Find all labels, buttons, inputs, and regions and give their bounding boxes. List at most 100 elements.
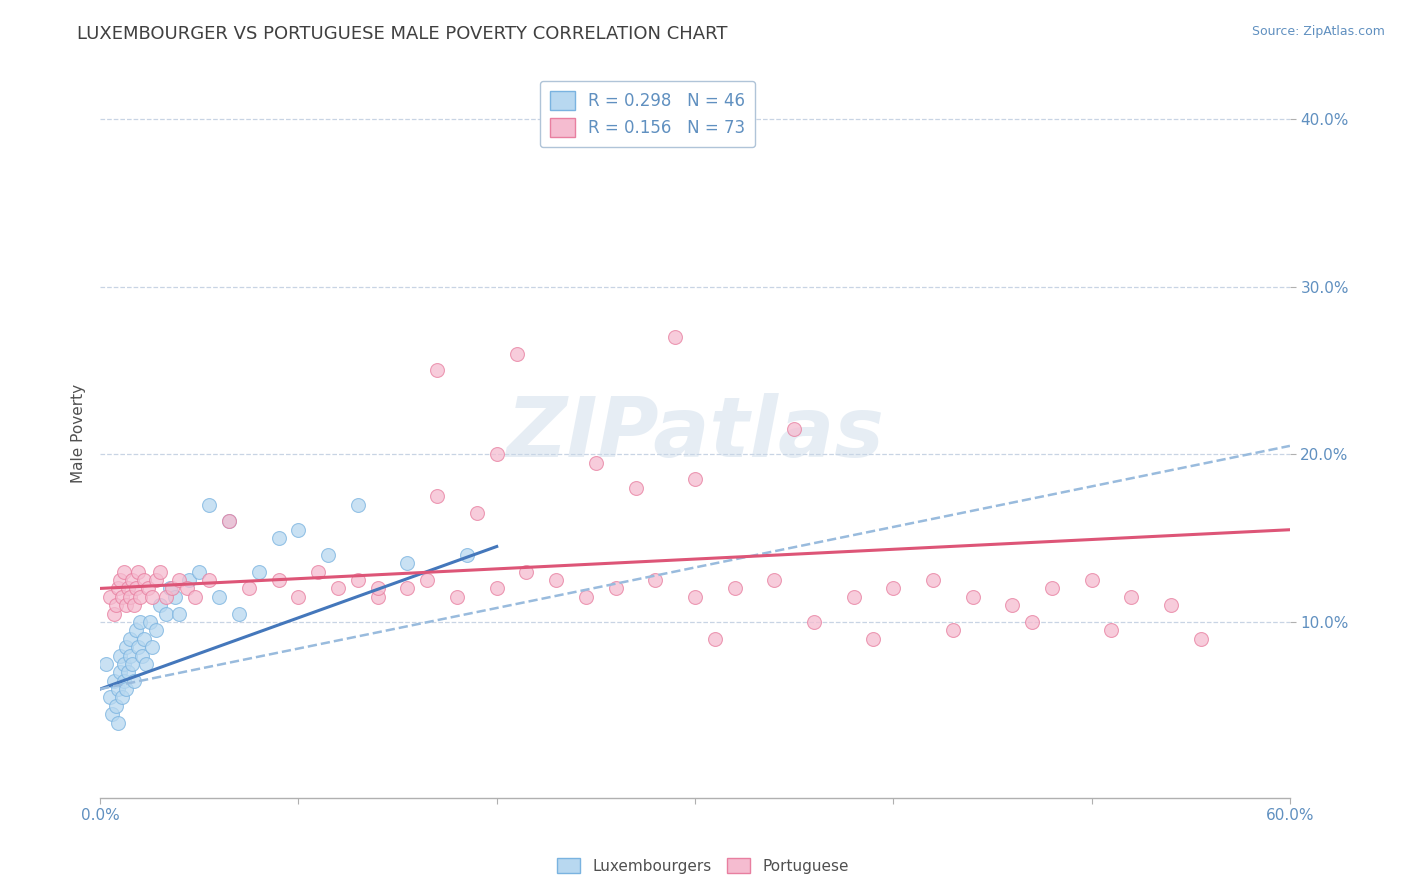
Legend: Luxembourgers, Portuguese: Luxembourgers, Portuguese: [551, 852, 855, 880]
Point: [127, 640, 149, 654]
Point: [683, 590, 706, 604]
Point: [1189, 632, 1212, 646]
Point: [138, 615, 160, 629]
Point: [724, 582, 747, 596]
Point: [128, 615, 150, 629]
Point: [155, 590, 177, 604]
Text: ZIPatlas: ZIPatlas: [506, 392, 884, 474]
Point: [112, 657, 135, 671]
Point: [117, 582, 139, 596]
Point: [228, 607, 250, 621]
Point: [546, 573, 568, 587]
Point: [132, 573, 155, 587]
Y-axis label: Male Poverty: Male Poverty: [72, 384, 86, 483]
Point: [683, 472, 706, 486]
Point: [208, 590, 231, 604]
Point: [104, 698, 127, 713]
Point: [159, 582, 181, 596]
Point: [783, 422, 806, 436]
Text: LUXEMBOURGER VS PORTUGUESE MALE POVERTY CORRELATION CHART: LUXEMBOURGER VS PORTUGUESE MALE POVERTY …: [77, 25, 728, 43]
Point: [485, 447, 508, 461]
Point: [108, 573, 131, 587]
Point: [238, 582, 260, 596]
Point: [141, 590, 163, 604]
Point: [165, 590, 187, 604]
Point: [115, 640, 138, 654]
Point: [136, 582, 159, 596]
Point: [101, 707, 124, 722]
Point: [104, 598, 127, 612]
Point: [605, 582, 627, 596]
Point: [108, 665, 131, 680]
Point: [922, 573, 945, 587]
Point: [218, 514, 240, 528]
Point: [115, 681, 138, 696]
Point: [118, 648, 141, 663]
Point: [121, 573, 143, 587]
Point: [111, 590, 134, 604]
Point: [169, 607, 191, 621]
Point: [121, 657, 143, 671]
Point: [198, 573, 221, 587]
Point: [664, 330, 686, 344]
Point: [188, 565, 211, 579]
Point: [882, 582, 904, 596]
Point: [426, 363, 449, 377]
Point: [198, 498, 221, 512]
Point: [624, 481, 647, 495]
Point: [103, 673, 125, 688]
Point: [307, 565, 329, 579]
Point: [803, 615, 825, 629]
Point: [98, 590, 121, 604]
Point: [145, 573, 167, 587]
Point: [585, 456, 607, 470]
Point: [316, 548, 339, 562]
Point: [862, 632, 884, 646]
Point: [287, 523, 309, 537]
Point: [505, 346, 527, 360]
Point: [287, 590, 309, 604]
Point: [141, 640, 163, 654]
Point: [111, 690, 134, 705]
Point: [160, 582, 183, 596]
Point: [1001, 598, 1024, 612]
Point: [1021, 615, 1043, 629]
Point: [446, 590, 468, 604]
Point: [515, 565, 537, 579]
Legend: R = 0.298   N = 46, R = 0.156   N = 73: R = 0.298 N = 46, R = 0.156 N = 73: [540, 80, 755, 147]
Point: [396, 556, 419, 570]
Point: [763, 573, 786, 587]
Point: [247, 565, 270, 579]
Point: [94, 657, 117, 671]
Point: [1160, 598, 1182, 612]
Point: [396, 582, 419, 596]
Point: [127, 565, 149, 579]
Point: [426, 489, 449, 503]
Point: [145, 624, 167, 638]
Point: [218, 514, 240, 528]
Point: [107, 582, 129, 596]
Point: [267, 531, 290, 545]
Point: [326, 582, 349, 596]
Point: [112, 673, 135, 688]
Point: [132, 632, 155, 646]
Point: [842, 590, 865, 604]
Point: [1121, 590, 1143, 604]
Point: [112, 565, 135, 579]
Point: [485, 582, 508, 596]
Point: [128, 590, 150, 604]
Point: [107, 681, 129, 696]
Point: [149, 598, 172, 612]
Point: [465, 506, 488, 520]
Point: [155, 607, 177, 621]
Point: [367, 582, 389, 596]
Point: [108, 648, 131, 663]
Point: [179, 573, 201, 587]
Text: Source: ZipAtlas.com: Source: ZipAtlas.com: [1251, 25, 1385, 38]
Point: [115, 598, 138, 612]
Point: [575, 590, 598, 604]
Point: [125, 582, 148, 596]
Point: [942, 624, 965, 638]
Point: [169, 573, 191, 587]
Point: [107, 715, 129, 730]
